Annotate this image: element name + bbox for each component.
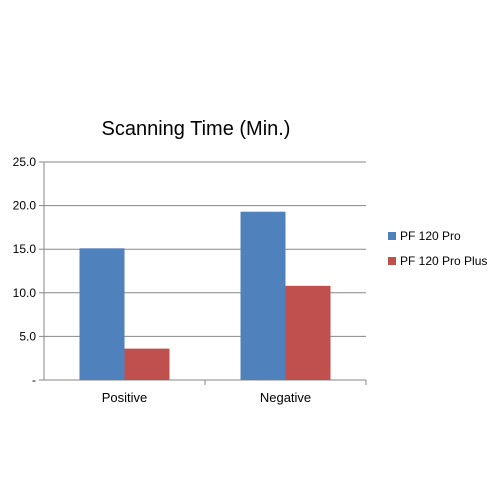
legend-swatch — [388, 257, 396, 265]
y-tick-label: 25.0 — [13, 155, 37, 169]
y-tick-label: 15.0 — [13, 242, 37, 256]
y-tick-label: 5.0 — [19, 329, 36, 343]
y-tick-label: - — [32, 373, 36, 387]
legend-swatch — [388, 232, 396, 240]
x-tick-label: Negative — [260, 390, 311, 405]
bars — [79, 211, 331, 380]
legend: PF 120 Pro PF 120 Pro Plus — [388, 229, 487, 268]
bar — [240, 211, 286, 380]
x-tick-label: Positive — [102, 390, 148, 405]
bar — [79, 248, 125, 380]
x-tick-labels: Positive Negative — [102, 390, 311, 405]
legend-label: PF 120 Pro — [400, 229, 461, 243]
legend-label: PF 120 Pro Plus — [400, 254, 487, 268]
chart-title: Scanning Time (Min.) — [102, 118, 291, 140]
y-tick-label: 10.0 — [13, 286, 37, 300]
y-tick-labels: - 5.0 10.0 15.0 20.0 25.0 — [13, 155, 37, 387]
y-tick-label: 20.0 — [13, 199, 37, 213]
bar — [124, 348, 170, 380]
bar — [285, 285, 331, 380]
